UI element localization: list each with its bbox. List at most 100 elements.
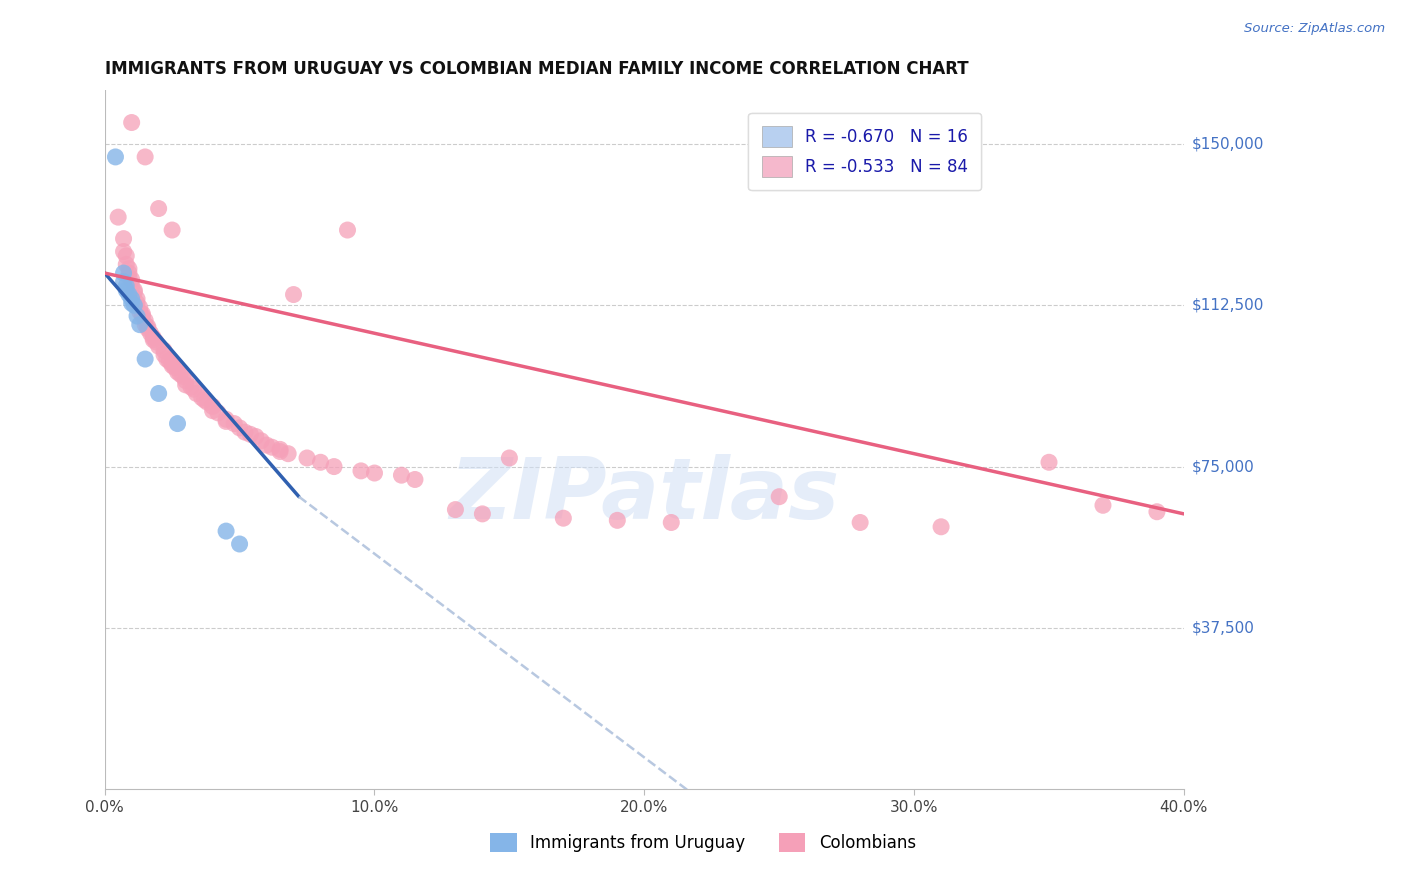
Point xyxy=(239,427,262,442)
Point xyxy=(121,272,143,286)
Point xyxy=(228,421,250,435)
Point xyxy=(134,352,156,367)
Point xyxy=(134,313,156,327)
Point xyxy=(142,330,165,344)
Point xyxy=(145,334,167,349)
Point xyxy=(136,322,159,336)
Point xyxy=(134,318,156,332)
Point xyxy=(224,417,246,431)
Point xyxy=(849,516,872,530)
Point xyxy=(191,391,214,405)
Point xyxy=(269,442,291,457)
Point xyxy=(166,365,188,379)
Point xyxy=(134,150,156,164)
Point xyxy=(156,352,179,367)
Point xyxy=(404,473,426,487)
Point xyxy=(115,249,138,263)
Point xyxy=(153,348,176,362)
Point xyxy=(131,307,153,321)
Point xyxy=(172,369,194,384)
Point xyxy=(277,447,299,461)
Text: IMMIGRANTS FROM URUGUAY VS COLOMBIAN MEDIAN FAMILY INCOME CORRELATION CHART: IMMIGRANTS FROM URUGUAY VS COLOMBIAN MED… xyxy=(104,60,969,78)
Legend: Immigrants from Uruguay, Colombians: Immigrants from Uruguay, Colombians xyxy=(477,820,929,866)
Point xyxy=(444,502,467,516)
Point xyxy=(193,392,215,407)
Point xyxy=(215,524,238,538)
Point xyxy=(228,537,250,551)
Point xyxy=(553,511,575,525)
Point xyxy=(115,283,138,297)
Point xyxy=(125,296,148,310)
Point xyxy=(260,440,283,454)
Point xyxy=(121,296,143,310)
Point xyxy=(186,386,208,401)
Point xyxy=(180,380,202,394)
Point xyxy=(124,283,146,297)
Point xyxy=(363,466,385,480)
Point xyxy=(183,382,205,396)
Point xyxy=(121,279,143,293)
Point xyxy=(1091,498,1114,512)
Point xyxy=(118,287,141,301)
Point xyxy=(245,429,267,443)
Point xyxy=(160,356,183,370)
Point xyxy=(471,507,494,521)
Point xyxy=(606,513,628,527)
Point xyxy=(153,343,176,358)
Point xyxy=(323,459,346,474)
Point xyxy=(118,270,141,285)
Point xyxy=(148,339,170,353)
Point xyxy=(118,261,141,276)
Text: $37,500: $37,500 xyxy=(1192,620,1256,635)
Text: Source: ZipAtlas.com: Source: ZipAtlas.com xyxy=(1244,22,1385,36)
Point xyxy=(124,298,146,312)
Point xyxy=(174,374,197,388)
Point xyxy=(107,210,129,224)
Point xyxy=(163,360,186,375)
Point xyxy=(121,292,143,306)
Point xyxy=(136,319,159,334)
Point xyxy=(121,115,143,129)
Point xyxy=(128,318,150,332)
Point xyxy=(142,333,165,347)
Point xyxy=(336,223,359,237)
Point xyxy=(233,425,256,440)
Point xyxy=(148,386,170,401)
Point xyxy=(124,285,146,300)
Point xyxy=(174,377,197,392)
Point xyxy=(166,417,188,431)
Point xyxy=(215,414,238,428)
Point xyxy=(295,450,318,465)
Point xyxy=(160,223,183,237)
Point xyxy=(929,520,952,534)
Point xyxy=(139,326,162,341)
Point xyxy=(250,434,273,448)
Legend: R = -0.670   N = 16, R = -0.533   N = 84: R = -0.670 N = 16, R = -0.533 N = 84 xyxy=(748,112,981,190)
Point xyxy=(350,464,373,478)
Text: $75,000: $75,000 xyxy=(1192,459,1254,474)
Point xyxy=(112,232,135,246)
Point xyxy=(391,468,413,483)
Point xyxy=(283,287,305,301)
Point xyxy=(131,309,153,323)
Text: $112,500: $112,500 xyxy=(1192,298,1264,313)
Point xyxy=(768,490,790,504)
Point xyxy=(125,309,148,323)
Point xyxy=(659,516,682,530)
Point xyxy=(169,367,191,381)
Point xyxy=(1146,505,1168,519)
Point xyxy=(201,400,224,414)
Point xyxy=(112,266,135,280)
Point xyxy=(195,395,218,409)
Point xyxy=(215,412,238,426)
Point xyxy=(160,359,183,373)
Point xyxy=(128,305,150,319)
Point xyxy=(309,455,332,469)
Point xyxy=(1038,455,1060,469)
Point xyxy=(125,292,148,306)
Point xyxy=(118,266,141,280)
Point xyxy=(115,279,138,293)
Text: ZIPatlas: ZIPatlas xyxy=(449,454,839,537)
Point xyxy=(498,450,520,465)
Point xyxy=(104,150,127,164)
